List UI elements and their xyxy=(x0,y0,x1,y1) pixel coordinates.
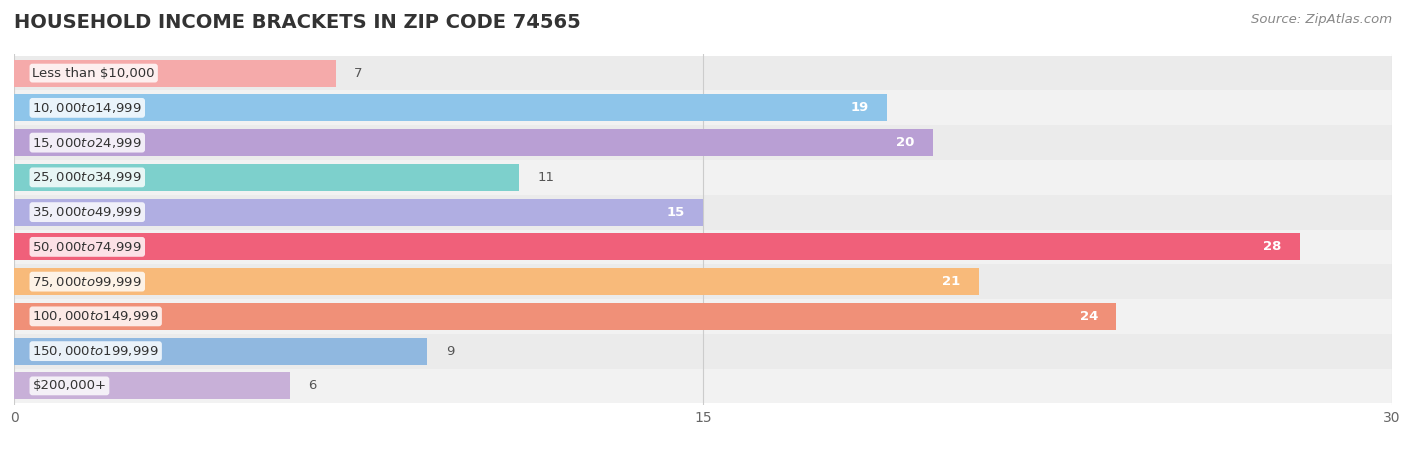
Bar xyxy=(14,160,1392,195)
Bar xyxy=(14,129,932,156)
Bar xyxy=(14,334,1392,369)
Text: $50,000 to $74,999: $50,000 to $74,999 xyxy=(32,240,142,254)
Text: 24: 24 xyxy=(1080,310,1098,323)
Text: 19: 19 xyxy=(851,101,869,114)
Bar xyxy=(14,233,1301,261)
Bar xyxy=(14,94,887,122)
Bar xyxy=(14,369,1392,403)
Bar xyxy=(14,125,1392,160)
Text: 15: 15 xyxy=(666,206,685,219)
Bar xyxy=(14,268,979,295)
Text: $100,000 to $149,999: $100,000 to $149,999 xyxy=(32,310,159,324)
Text: 6: 6 xyxy=(308,379,316,392)
Bar xyxy=(14,264,1392,299)
Text: $35,000 to $49,999: $35,000 to $49,999 xyxy=(32,205,142,219)
Bar xyxy=(14,195,1392,230)
Text: Source: ZipAtlas.com: Source: ZipAtlas.com xyxy=(1251,14,1392,27)
Bar xyxy=(14,372,290,400)
Text: 28: 28 xyxy=(1264,240,1282,253)
Text: $75,000 to $99,999: $75,000 to $99,999 xyxy=(32,274,142,288)
Bar xyxy=(14,90,1392,125)
Text: 9: 9 xyxy=(446,345,454,358)
Bar xyxy=(14,56,1392,90)
Text: $10,000 to $14,999: $10,000 to $14,999 xyxy=(32,101,142,115)
Bar xyxy=(14,338,427,364)
Text: 11: 11 xyxy=(537,171,554,184)
Bar xyxy=(14,164,519,191)
Text: 7: 7 xyxy=(354,67,363,80)
Bar xyxy=(14,198,703,226)
Text: $200,000+: $200,000+ xyxy=(32,379,107,392)
Text: $15,000 to $24,999: $15,000 to $24,999 xyxy=(32,135,142,149)
Bar xyxy=(14,299,1392,334)
Bar xyxy=(14,230,1392,264)
Text: 21: 21 xyxy=(942,275,960,288)
Bar xyxy=(14,303,1116,330)
Text: HOUSEHOLD INCOME BRACKETS IN ZIP CODE 74565: HOUSEHOLD INCOME BRACKETS IN ZIP CODE 74… xyxy=(14,14,581,32)
Text: Less than $10,000: Less than $10,000 xyxy=(32,67,155,80)
Text: $25,000 to $34,999: $25,000 to $34,999 xyxy=(32,171,142,184)
Text: 20: 20 xyxy=(896,136,914,149)
Text: $150,000 to $199,999: $150,000 to $199,999 xyxy=(32,344,159,358)
Bar xyxy=(14,59,336,87)
